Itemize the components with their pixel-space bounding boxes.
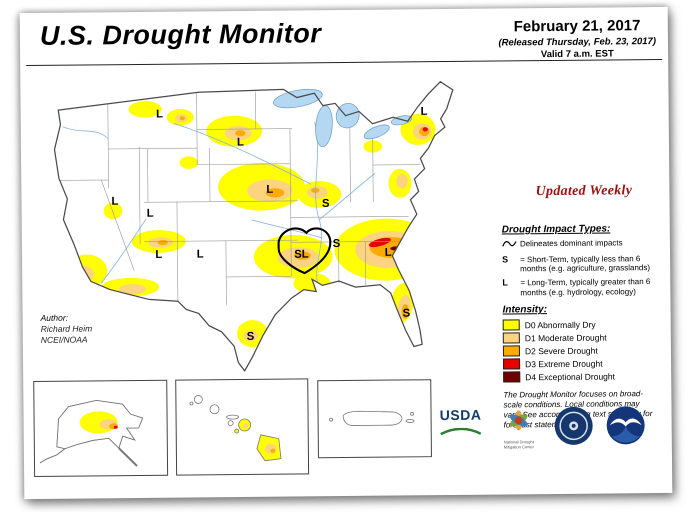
map-impact-label-s-11: S	[403, 308, 411, 320]
intensity-swatch-d2	[502, 345, 521, 357]
intensity-swatch-d1	[502, 332, 520, 344]
intensity-label-d2: D2 Severe Drought	[524, 345, 598, 357]
intensity-label-d3: D3 Extreme Drought	[525, 358, 603, 370]
intensity-row-d3: D3 Extreme Drought	[503, 357, 668, 370]
us-outline	[53, 80, 454, 372]
commerce-seal-icon	[554, 406, 593, 445]
impact-text-2: = Long-Term, typically greater than 6 mo…	[520, 277, 651, 297]
noaa-logo	[605, 405, 645, 450]
map-impact-label-s-7: S	[322, 198, 330, 210]
usda-logo-text: USDA	[439, 406, 482, 424]
map-impact-label-l-1: L	[237, 137, 244, 149]
alaska-map	[39, 399, 144, 467]
map-impact-label-l-2: L	[111, 196, 118, 208]
map-impact-label-l-4: L	[155, 249, 162, 261]
impact-types-list: Delineates dominant impacts S = Short-Term…	[502, 238, 668, 298]
intensity-legend: D0 Abnormally Dry D1 Moderate Drought D2 S…	[502, 318, 669, 383]
map-impact-label-l-3: L	[147, 208, 154, 220]
ndmc-caption: National Drought Mitigation Center	[503, 439, 535, 450]
impact-types-heading: Drought Impact Types:	[501, 223, 611, 236]
impact-text-1: = Short-Term, typically less than 6 mont…	[520, 254, 651, 274]
legend-panel: Updated Weekly Drought Impact Types: Del…	[501, 183, 668, 431]
impact-area-outline	[277, 227, 332, 275]
impact-squiggle-icon	[502, 239, 517, 251]
map-impact-label-l-10: L	[385, 247, 392, 259]
impact-text-0: Delineates dominant impacts	[519, 238, 623, 249]
intensity-label-d0: D0 Abnormally Dry	[524, 319, 596, 331]
impact-lead-S: S	[502, 254, 509, 265]
intensity-label-d4: D4 Exceptional Drought	[525, 371, 616, 383]
impact-item-0: Delineates dominant impacts	[502, 238, 667, 251]
impact-item-2: L = Long-Term, typically greater than 6 m…	[502, 277, 667, 298]
ndmc-logo: National Drought Mitigation Center	[495, 406, 541, 450]
map-impact-label-l-5: L	[197, 249, 204, 261]
author-block: Author: Richard Heim NCEI/NOAA	[41, 312, 151, 346]
header: U.S. Drought Monitor February 21, 2017 (…	[40, 15, 656, 65]
intensity-row-d4: D4 Exceptional Drought	[503, 370, 668, 383]
date-block: February 21, 2017 (Released Thursday, Fe…	[498, 15, 656, 61]
intensity-row-d0: D0 Abnormally Dry	[502, 318, 668, 331]
logo-row: USDA National Drought Mitigation Center	[437, 405, 645, 452]
impact-lead-L: L	[502, 277, 508, 288]
usda-swoosh-icon	[440, 427, 482, 436]
updated-weekly-label: Updated Weekly	[535, 183, 633, 200]
intensity-label-d1: D1 Moderate Drought	[524, 332, 607, 344]
map-impact-label-s-12: S	[247, 331, 255, 343]
intensity-row-d2: D2 Severe Drought	[502, 344, 668, 357]
drought-monitor-sheet: U.S. Drought Monitor February 21, 2017 (…	[19, 6, 673, 500]
author-org: NCEI/NOAA	[40, 334, 88, 346]
us-landmass	[54, 81, 453, 371]
state-borders	[58, 91, 421, 305]
map-impact-label-s-9: S	[333, 238, 341, 250]
commerce-seal-logo	[553, 406, 593, 451]
puerto-rico-map	[329, 410, 415, 426]
hawaii-inset	[175, 378, 310, 476]
intensity-swatch-d4	[503, 371, 521, 383]
page-title: U.S. Drought Monitor	[39, 18, 322, 51]
alaska-inset	[33, 379, 169, 478]
map-impact-label-l-13: L	[421, 106, 428, 118]
release-date: (Released Thursday, Feb. 23, 2017)	[498, 35, 657, 49]
usda-logo: USDA	[437, 407, 483, 441]
ndmc-logo-icon	[509, 410, 528, 431]
intensity-row-d1: D1 Moderate Drought	[502, 331, 668, 344]
intensity-swatch-d3	[503, 358, 521, 370]
intensity-heading: Intensity:	[502, 304, 548, 316]
noaa-logo-icon	[606, 406, 645, 445]
hawaii-map	[189, 395, 282, 462]
great-lakes	[273, 88, 412, 148]
impact-item-1: S = Short-Term, typically less than 6 mon…	[502, 254, 667, 275]
puerto-rico-inset	[317, 379, 432, 459]
map-impact-label-l-0: L	[156, 108, 163, 120]
map-impact-label-l-6: L	[266, 184, 273, 196]
map-impact-label-sl-8: SL	[294, 249, 309, 261]
intensity-swatch-d0	[502, 319, 520, 331]
report-date: February 21, 2017	[513, 17, 641, 36]
